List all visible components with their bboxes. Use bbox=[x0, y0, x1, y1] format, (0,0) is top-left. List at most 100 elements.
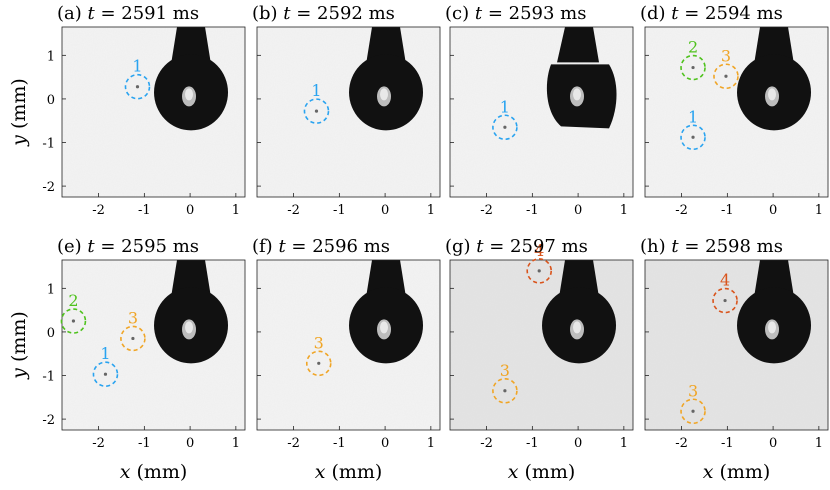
panel-title: (g) t = 2597 ms bbox=[445, 236, 588, 257]
marker-label-1: 1 bbox=[100, 344, 110, 363]
x-axis-var: x bbox=[703, 461, 714, 483]
panel-frame bbox=[61, 26, 246, 198]
particle-1 bbox=[691, 135, 695, 139]
nozzle bbox=[366, 27, 407, 65]
marker-label-3: 3 bbox=[128, 308, 138, 327]
x-axis-unit: (mm) bbox=[325, 461, 382, 483]
x-tick-label: 0 bbox=[574, 203, 582, 218]
x-tick-label: 1 bbox=[232, 436, 240, 451]
panel-title: (a) t = 2591 ms bbox=[57, 3, 199, 24]
y-axis-label: y (mm) bbox=[8, 78, 30, 147]
particle-3 bbox=[691, 409, 695, 413]
x-tick-label: -2 bbox=[287, 436, 300, 451]
x-tick-label: -1 bbox=[333, 203, 346, 218]
y-tick-label: -1 bbox=[42, 137, 55, 152]
nozzle bbox=[171, 260, 212, 298]
x-axis-unit: (mm) bbox=[713, 461, 770, 483]
panel-frame bbox=[449, 26, 634, 198]
panel-tag: (d) bbox=[640, 3, 671, 24]
x-axis-var: x bbox=[315, 461, 326, 483]
panel-tag: (g) bbox=[445, 236, 476, 257]
panel-title: (c) t = 2593 ms bbox=[445, 3, 586, 24]
panel-value: = 2594 ms bbox=[679, 3, 783, 24]
x-axis-label: x (mm) bbox=[508, 461, 576, 483]
marker-circle-2 bbox=[60, 308, 87, 334]
marker-circle-4 bbox=[526, 258, 553, 284]
panel-image bbox=[450, 27, 633, 197]
particle-1 bbox=[103, 372, 108, 376]
panel-h: 4 3 -2 -1 0 1 (h) t = 2598 ms bbox=[640, 236, 829, 451]
panel-title: (b) t = 2592 ms bbox=[252, 3, 395, 24]
x-tick-label: -1 bbox=[333, 436, 346, 451]
panel-g: 4 3 -2 -1 0 1 (g) t = 2597 ms bbox=[445, 236, 634, 451]
panel-tag: (a) bbox=[57, 3, 88, 24]
y-axis-unit: (mm) bbox=[8, 78, 30, 135]
x-tick-label: -2 bbox=[287, 203, 300, 218]
panel-image bbox=[645, 27, 828, 197]
panel-frame bbox=[644, 259, 829, 431]
panel-frame bbox=[256, 26, 441, 198]
particle-4 bbox=[537, 269, 541, 273]
panel-title: (e) t = 2595 ms bbox=[57, 236, 199, 257]
panel-c: 1 -2 -1 0 1 (c) t = 2593 ms bbox=[445, 3, 634, 218]
x-tick-label: -2 bbox=[480, 203, 493, 218]
droplet-highlight-core bbox=[768, 321, 777, 334]
panel-value: = 2598 ms bbox=[679, 236, 783, 257]
panel-value: = 2592 ms bbox=[291, 3, 395, 24]
marker-circle-2 bbox=[680, 54, 706, 81]
marker-circle-3 bbox=[305, 350, 332, 377]
y-tick-label: 0 bbox=[47, 326, 55, 341]
droplet-highlight-core bbox=[185, 321, 194, 334]
x-tick-label: 0 bbox=[769, 436, 777, 451]
panel-f: 3 -2 -1 0 1 (f) t = 2596 ms bbox=[252, 236, 441, 451]
panel-image bbox=[257, 260, 440, 430]
droplet-highlight-core bbox=[573, 321, 582, 334]
marker-label-1: 1 bbox=[500, 97, 510, 116]
particle-3 bbox=[724, 74, 728, 78]
droplet-highlight-core bbox=[185, 88, 194, 101]
marker-circle-4 bbox=[712, 287, 738, 314]
y-axis-unit: (mm) bbox=[8, 311, 30, 368]
panel-tag: (f) bbox=[252, 236, 278, 257]
particle-3 bbox=[131, 336, 135, 341]
marker-label-3: 3 bbox=[500, 361, 510, 380]
marker-label-3: 3 bbox=[314, 333, 324, 352]
marker-circle-1 bbox=[303, 98, 330, 124]
marker-circle-1 bbox=[680, 124, 706, 151]
particle-4 bbox=[723, 298, 727, 303]
droplet-highlight-core bbox=[573, 88, 582, 101]
panel-tag: (b) bbox=[252, 3, 283, 24]
panel-image bbox=[62, 260, 245, 430]
panel-image bbox=[62, 27, 245, 197]
panel-value: = 2591 ms bbox=[95, 3, 199, 24]
panel-var: t bbox=[475, 3, 483, 24]
marker-label-1: 1 bbox=[132, 57, 142, 76]
x-tick-label: 1 bbox=[232, 203, 240, 218]
y-axis-var: y bbox=[8, 135, 30, 147]
y-axis-label: y (mm) bbox=[8, 311, 30, 380]
x-axis-unit: (mm) bbox=[518, 461, 575, 483]
panel-image bbox=[645, 260, 828, 430]
x-tick-label: 1 bbox=[427, 203, 435, 218]
x-tick-label: 1 bbox=[620, 203, 628, 218]
marker-circle-3 bbox=[120, 325, 146, 352]
y-tick-label: 1 bbox=[47, 49, 55, 64]
y-tick-label: 0 bbox=[47, 93, 55, 108]
panel-tag: (c) bbox=[445, 3, 475, 24]
x-tick-label: 0 bbox=[769, 203, 777, 218]
marker-label-3: 3 bbox=[721, 46, 731, 65]
x-tick-label: -1 bbox=[721, 203, 734, 218]
particle-3 bbox=[317, 361, 321, 365]
panel-frame bbox=[256, 259, 441, 431]
panel-image bbox=[450, 260, 633, 430]
panel-value: = 2595 ms bbox=[95, 236, 199, 257]
particle-1 bbox=[135, 85, 140, 89]
x-axis-label: x (mm) bbox=[703, 461, 771, 483]
panel-b: 1 -2 -1 0 1 (b) t = 2592 ms bbox=[252, 3, 441, 218]
droplet-highlight-core bbox=[380, 321, 389, 334]
x-axis-unit: (mm) bbox=[130, 461, 187, 483]
y-axis-var: y bbox=[8, 368, 30, 380]
y-tick-label: -2 bbox=[42, 413, 55, 428]
panel-var: t bbox=[283, 3, 291, 24]
nozzle bbox=[557, 27, 600, 63]
